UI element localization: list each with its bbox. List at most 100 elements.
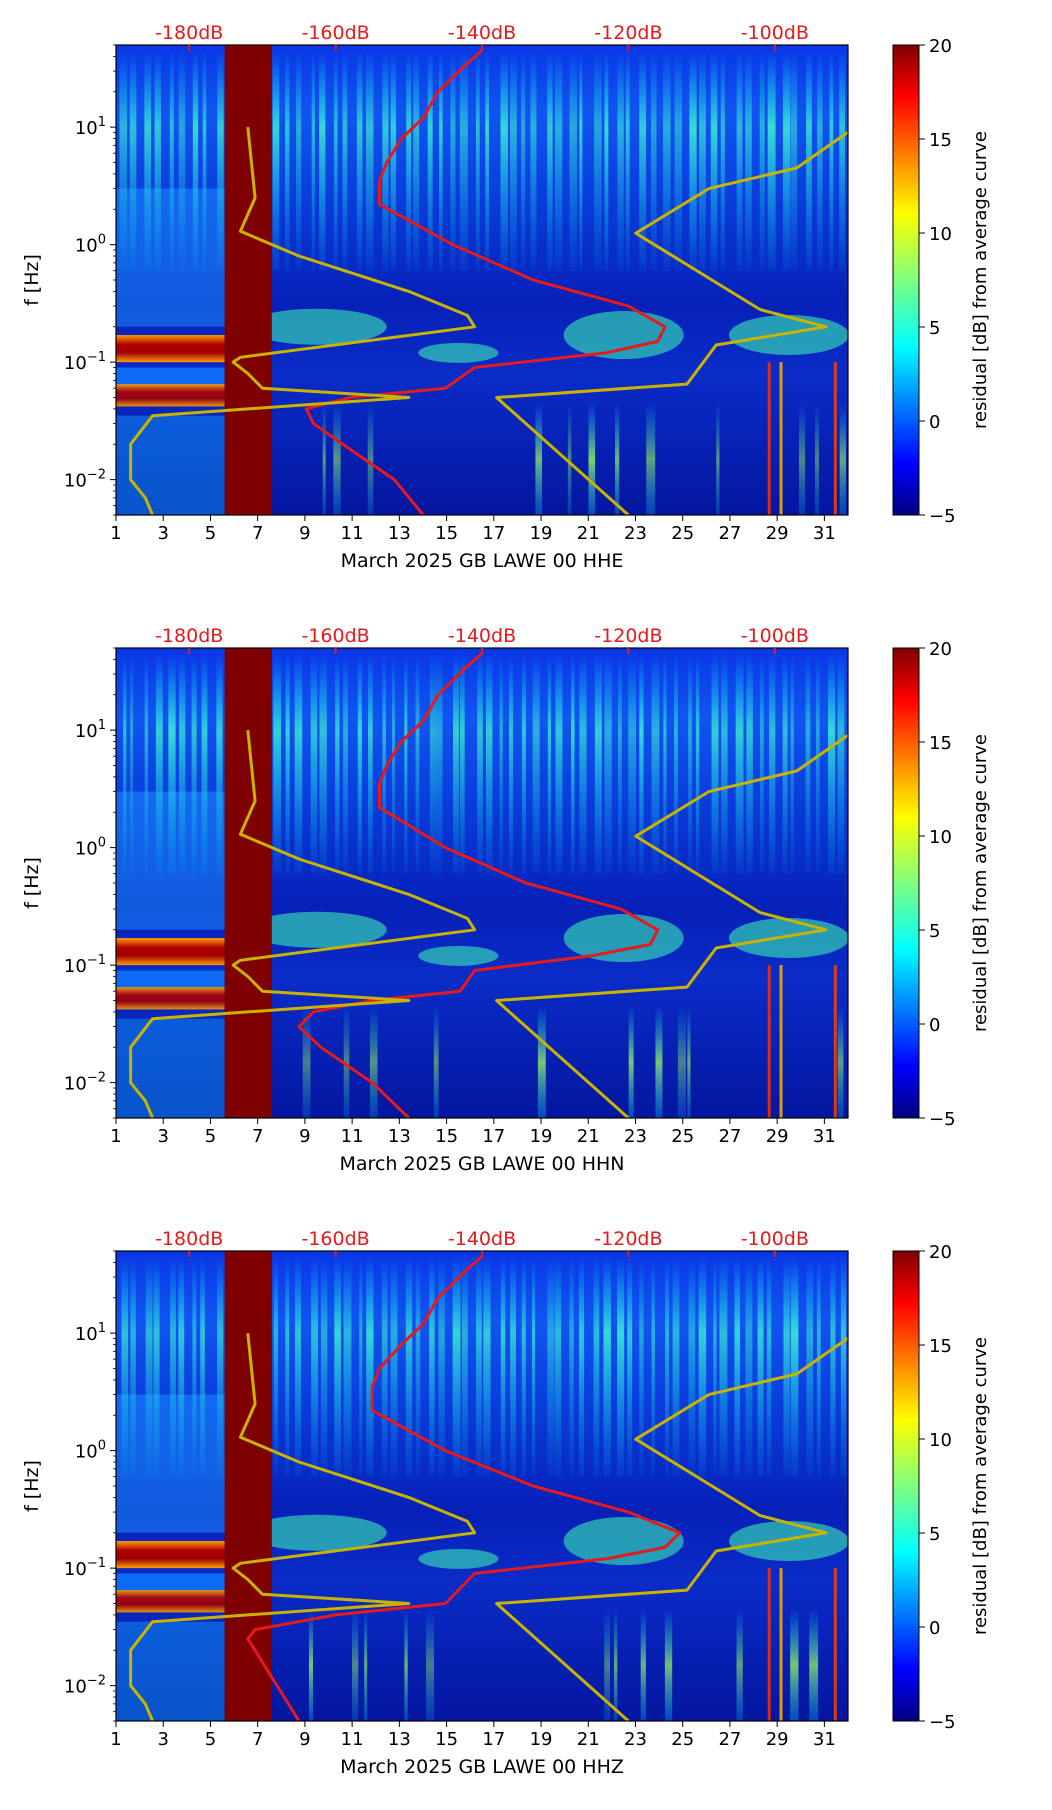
storm-blob <box>246 911 387 948</box>
band-microseism-halo <box>116 970 225 992</box>
storm-blob <box>728 1521 848 1562</box>
spectrogram-1 <box>116 45 848 515</box>
noise-streak <box>477 653 483 874</box>
noise-streak <box>547 653 552 874</box>
y-tick-label: 100 <box>75 233 106 257</box>
db-tick-label: -160dB <box>301 22 369 44</box>
transient-line <box>833 362 837 515</box>
colorbar <box>892 647 920 1119</box>
x-tick-label: 27 <box>718 1126 741 1147</box>
x-tick-label: 25 <box>671 1729 694 1750</box>
spectrogram-2 <box>116 648 848 1118</box>
noise-streak <box>296 50 302 271</box>
transient-line <box>767 362 771 515</box>
noise-streak <box>521 1256 526 1477</box>
colorbar-tick-label: −5 <box>929 506 956 527</box>
noise-streak <box>695 653 700 874</box>
db-tick-label: -180dB <box>155 1228 223 1250</box>
noise-streak <box>555 1256 562 1477</box>
storm-blob <box>563 914 684 963</box>
noise-streak <box>438 1256 445 1477</box>
colorbar-tick-label: 0 <box>929 412 940 433</box>
noise-streak <box>168 653 176 874</box>
y-tick-label: 10−1 <box>64 953 106 977</box>
data-gap-block <box>224 648 272 1118</box>
noise-streak <box>452 1256 461 1477</box>
noise-streak <box>521 653 526 874</box>
noise-streak <box>273 1256 279 1477</box>
noise-streak <box>130 1256 136 1477</box>
noise-streak <box>790 50 798 271</box>
x-tick-label: 31 <box>813 523 836 544</box>
lowfreq-streak <box>677 1005 686 1118</box>
noise-streak <box>837 653 845 874</box>
band-microseism-primary <box>116 384 225 407</box>
noise-streak <box>627 1256 633 1477</box>
noise-streak <box>663 653 667 874</box>
colorbar-tick-label: 10 <box>929 224 952 245</box>
noise-streak <box>569 50 577 271</box>
noise-streak <box>816 653 820 874</box>
x-tick-label: 27 <box>718 1729 741 1750</box>
noise-streak <box>272 50 280 271</box>
noise-streak <box>579 653 587 874</box>
x-axis-label: March 2025 GB LAWE 00 HHN <box>340 1153 625 1175</box>
colorbar-tick-label: 15 <box>929 1336 952 1357</box>
colorbar-tick-label: 20 <box>929 36 952 57</box>
db-tick-label: -100dB <box>741 1228 809 1250</box>
lowfreq-streak <box>367 402 374 515</box>
noise-streak <box>475 50 480 271</box>
colorbar-label: residual [dB] from average curve <box>970 734 991 1032</box>
y-tick-label: 10−2 <box>64 1674 106 1698</box>
noise-streak <box>510 1256 516 1477</box>
y-tick-label: 101 <box>75 1321 106 1345</box>
noise-streak <box>840 1256 847 1477</box>
storm-blob <box>418 945 499 966</box>
noise-streak <box>782 50 791 271</box>
noise-streak <box>319 50 326 271</box>
noise-streak <box>817 50 823 271</box>
y-tick-label: 101 <box>75 718 106 742</box>
noise-streak <box>699 50 706 271</box>
lowfreq-streak <box>535 402 543 515</box>
noise-streak <box>639 653 644 874</box>
colorbar-tick-label: 5 <box>929 1524 940 1545</box>
storm-blob <box>418 342 499 363</box>
noise-streak <box>674 50 682 271</box>
x-tick-label: 31 <box>813 1126 836 1147</box>
noise-streak <box>483 1256 491 1477</box>
noise-streak <box>639 1256 644 1477</box>
noise-streak <box>129 50 137 271</box>
transient-line <box>779 965 783 1118</box>
db-tick-label: -140dB <box>448 22 516 44</box>
colorbar <box>892 1250 920 1722</box>
noise-streak <box>144 50 152 271</box>
x-tick-label: 5 <box>205 523 216 544</box>
noise-streak <box>429 1256 435 1477</box>
x-tick-label: 3 <box>157 1729 168 1750</box>
x-tick-label: 5 <box>205 1729 216 1750</box>
noise-streak <box>170 1256 176 1477</box>
colorbar-tick-label: 0 <box>929 1618 940 1639</box>
noise-streak <box>427 50 433 271</box>
noise-streak <box>664 1256 670 1477</box>
lowfreq-streak <box>640 1608 646 1721</box>
transient-line <box>833 1568 837 1721</box>
noise-streak <box>178 1256 185 1477</box>
x-tick-label: 29 <box>766 1729 789 1750</box>
noise-streak <box>200 1256 205 1477</box>
x-tick-label: 27 <box>718 523 741 544</box>
noise-streak <box>217 50 224 271</box>
noise-streak <box>382 653 386 874</box>
noise-streak <box>390 1256 398 1477</box>
noise-streak <box>500 50 508 271</box>
noise-streak <box>366 1256 374 1477</box>
noise-streak <box>617 653 622 874</box>
transient-line <box>779 1568 783 1721</box>
noise-streak <box>343 1256 352 1477</box>
lowfreq-streak <box>433 1005 439 1118</box>
x-tick-label: 1 <box>110 1126 121 1147</box>
noise-streak <box>452 653 459 874</box>
noise-streak <box>311 1256 319 1477</box>
lowfreq-streak <box>615 402 620 515</box>
